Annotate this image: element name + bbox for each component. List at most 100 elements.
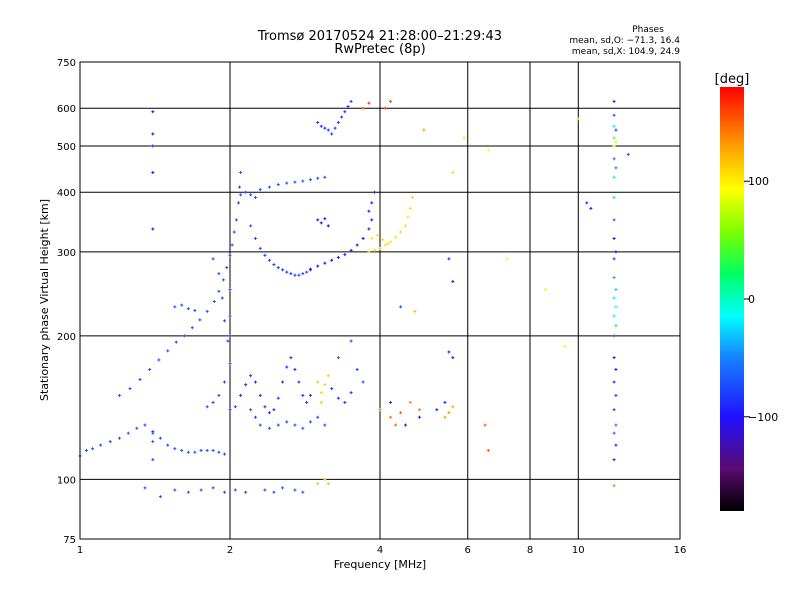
phase-box-x-stats: mean, sd,X: 104.9, 24.9 bbox=[572, 47, 680, 57]
data-point bbox=[289, 356, 293, 360]
data-point bbox=[173, 305, 177, 309]
data-point bbox=[166, 349, 170, 353]
data-point bbox=[451, 405, 455, 409]
data-point bbox=[403, 423, 407, 427]
data-point bbox=[383, 243, 387, 247]
y-tick-label: 200 bbox=[57, 332, 76, 343]
data-point bbox=[126, 431, 130, 435]
data-point bbox=[486, 148, 490, 152]
data-point bbox=[263, 253, 267, 257]
data-point bbox=[234, 218, 238, 222]
data-point bbox=[281, 268, 285, 272]
data-point bbox=[612, 431, 616, 435]
data-point bbox=[297, 273, 301, 277]
data-point bbox=[180, 303, 184, 307]
data-point bbox=[166, 443, 170, 447]
data-point bbox=[138, 377, 142, 381]
data-point bbox=[370, 201, 374, 205]
data-point bbox=[316, 264, 320, 268]
data-point bbox=[174, 340, 178, 344]
data-point bbox=[336, 121, 340, 125]
data-point bbox=[316, 415, 320, 419]
data-point bbox=[285, 420, 289, 424]
data-point bbox=[258, 393, 262, 397]
data-point bbox=[84, 448, 88, 452]
data-point bbox=[417, 408, 421, 412]
data-point bbox=[381, 238, 385, 242]
data-point bbox=[343, 110, 347, 114]
data-point bbox=[211, 448, 215, 452]
data-point bbox=[411, 195, 415, 199]
data-point bbox=[276, 423, 280, 427]
data-point bbox=[406, 215, 410, 219]
data-point bbox=[319, 221, 323, 225]
data-point bbox=[399, 411, 403, 415]
data-point bbox=[612, 257, 616, 261]
data-point bbox=[394, 235, 398, 239]
colorbar-tick-label: 100 bbox=[748, 175, 769, 188]
data-point bbox=[355, 243, 359, 247]
data-point bbox=[408, 400, 412, 404]
data-point bbox=[308, 178, 312, 182]
data-point bbox=[301, 426, 305, 430]
data-point bbox=[614, 140, 618, 144]
data-point bbox=[361, 236, 365, 240]
data-point bbox=[394, 423, 398, 427]
data-point bbox=[253, 195, 257, 199]
data-point bbox=[151, 227, 155, 231]
data-point bbox=[233, 405, 237, 409]
data-point bbox=[370, 236, 374, 240]
data-point bbox=[326, 224, 330, 228]
data-point bbox=[289, 272, 293, 276]
data-point bbox=[486, 448, 490, 452]
data-point bbox=[326, 374, 330, 378]
data-point bbox=[239, 193, 243, 197]
data-point bbox=[232, 230, 236, 234]
data-point bbox=[308, 420, 312, 424]
data-point bbox=[612, 380, 616, 384]
data-point bbox=[249, 224, 253, 228]
data-point bbox=[272, 490, 276, 494]
data-point bbox=[505, 257, 509, 261]
data-point bbox=[297, 380, 301, 384]
data-point bbox=[323, 261, 327, 265]
data-point bbox=[323, 126, 327, 130]
data-point bbox=[211, 400, 215, 404]
data-point bbox=[576, 117, 580, 121]
chart-subtitle: RwPretec (8p) bbox=[334, 42, 425, 57]
data-point bbox=[135, 426, 139, 430]
data-point bbox=[151, 431, 155, 435]
data-point bbox=[612, 175, 616, 179]
data-point bbox=[585, 201, 589, 205]
data-point bbox=[389, 99, 393, 103]
data-point bbox=[205, 309, 209, 313]
phase-box-o-stats: mean, sd,O: −71.3, 16.4 bbox=[569, 36, 680, 46]
data-point bbox=[308, 393, 312, 397]
data-point bbox=[373, 190, 377, 194]
x-axis-ticks: 1 2 4 6 8 10 16 bbox=[77, 545, 687, 556]
data-point bbox=[293, 488, 297, 492]
data-point bbox=[462, 136, 466, 140]
data-point bbox=[612, 218, 616, 222]
data-point bbox=[399, 305, 403, 309]
data-point bbox=[91, 447, 95, 451]
data-point bbox=[389, 240, 393, 244]
data-point bbox=[612, 484, 616, 488]
data-point bbox=[447, 350, 451, 354]
data-point bbox=[612, 195, 616, 199]
data-point bbox=[403, 224, 407, 228]
data-point bbox=[323, 477, 327, 481]
data-point bbox=[323, 383, 327, 387]
data-point bbox=[293, 180, 297, 184]
data-point bbox=[355, 367, 359, 371]
data-point bbox=[383, 106, 387, 110]
data-point bbox=[443, 400, 447, 404]
data-point bbox=[151, 170, 155, 174]
data-point bbox=[389, 415, 393, 419]
data-point bbox=[193, 308, 197, 312]
data-point bbox=[225, 266, 229, 270]
data-point bbox=[253, 415, 257, 419]
data-point bbox=[239, 170, 243, 174]
y-tick-label: 300 bbox=[57, 248, 76, 259]
data-point bbox=[386, 242, 390, 246]
